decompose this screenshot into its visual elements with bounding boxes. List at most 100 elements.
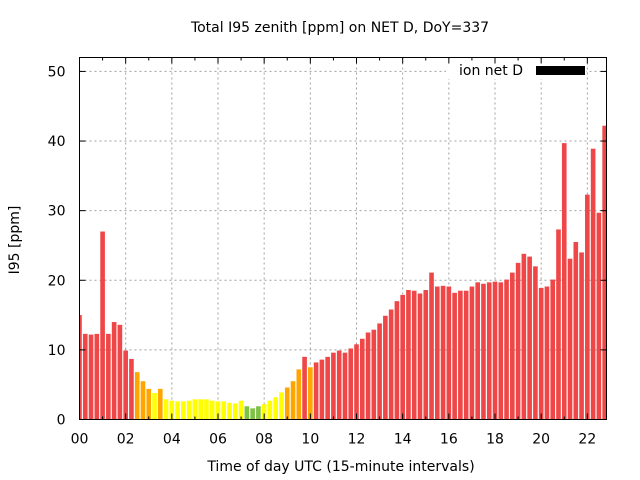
x-tick-label: 02 [117,432,135,448]
bar [331,352,336,420]
bar [100,231,105,420]
bar [192,399,198,420]
bar [325,356,330,420]
bar [492,281,498,420]
x-tick-label: 16 [440,432,458,448]
x-tick-label: 20 [532,432,550,448]
bar [388,309,394,420]
bar [181,401,186,420]
bar [296,369,302,420]
bar [463,290,469,420]
bar [429,272,434,420]
bar [279,392,284,420]
bar [515,262,521,420]
bar [446,286,452,420]
bar [561,143,567,420]
bar [313,362,319,420]
bar [590,148,596,420]
bar [134,372,140,420]
plot-frame [79,57,607,420]
bar [204,399,209,420]
x-tick-label: 18 [486,432,504,448]
bar [209,400,215,420]
bar [550,279,556,420]
bar [198,399,203,420]
bar [117,324,123,420]
bar [336,350,342,420]
x-axis-label: Time of day UTC (15-minute intervals) [206,459,474,475]
bar [88,334,94,420]
bar [354,344,359,420]
bar [458,290,463,420]
bar [94,333,100,420]
bar [521,253,527,420]
bar [123,350,128,420]
y-tick-label: 50 [48,64,66,80]
bar [163,399,169,420]
bar [308,367,313,420]
bar [377,323,382,420]
bar [544,286,550,420]
bar [533,266,538,420]
bar [284,387,290,420]
bar [383,315,388,420]
legend: ion net D [446,59,586,79]
bar [510,272,515,420]
x-tick-label: 14 [394,432,412,448]
bar [129,358,134,420]
bar [400,294,405,420]
bar [244,406,250,420]
bar [585,194,590,420]
x-tick-label: 22 [578,432,596,448]
legend-label: ion net D [459,63,523,79]
bar [261,404,267,420]
bar [238,400,244,420]
bar [573,241,579,420]
bar [215,401,221,420]
bar [556,229,561,420]
bar [411,290,417,420]
bar [273,397,279,420]
chart-title: Total I95 zenith [ppm] on NET D, DoY=337 [190,20,489,36]
bar [140,381,146,420]
bar [227,402,232,420]
bar [504,279,509,420]
x-tick-label: 00 [71,432,89,448]
bar [146,388,152,420]
bar [359,338,365,420]
legend-swatch [536,66,585,75]
bar [452,292,457,420]
bar [106,333,111,420]
y-tick-label: 0 [57,413,66,429]
bar [371,329,377,420]
bar [486,282,492,420]
bar [169,400,175,420]
bar [602,125,607,420]
y-tick-labels: 0 10 20 30 40 50 [48,64,66,428]
bar [417,293,423,420]
bar [365,332,371,420]
x-tick-label: 06 [209,432,227,448]
axes [79,57,607,420]
bars [79,125,607,420]
y-axis-label: I95 [ppm] [7,206,23,275]
bar [157,388,163,420]
x-tick-labels: 00 02 04 06 08 10 12 14 16 18 20 22 [71,432,597,448]
bar [527,256,532,420]
bar [348,348,354,420]
bar [498,282,504,420]
bar [475,282,480,420]
ticks [79,57,607,420]
bar [406,290,411,420]
bar [423,290,429,420]
bar [302,356,307,420]
bar [152,393,157,420]
bar [440,285,446,420]
bar [579,252,584,420]
bar [434,286,440,420]
y-tick-label: 40 [48,134,66,150]
bar [82,333,88,420]
bar [596,212,602,420]
bar [250,408,255,420]
